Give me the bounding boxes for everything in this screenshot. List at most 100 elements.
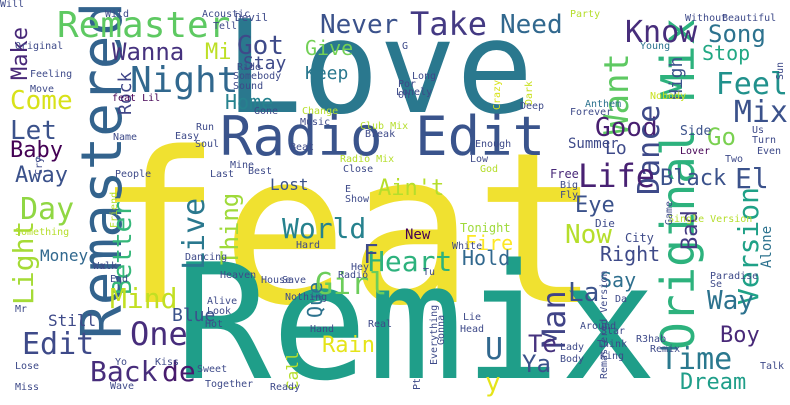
word: Night	[130, 60, 239, 101]
word: Original	[15, 41, 64, 52]
word: Lost	[270, 175, 309, 194]
word: Acoustic	[202, 9, 251, 20]
word: Turn	[752, 135, 777, 146]
word: Low	[470, 154, 489, 165]
word: Radio Mix	[340, 154, 395, 165]
word: Even	[757, 146, 782, 157]
word: King	[600, 351, 625, 362]
word: Game	[664, 200, 675, 225]
word: Tu	[423, 267, 436, 278]
word: Real	[368, 319, 393, 330]
word: Nothing	[285, 292, 328, 303]
word: Hard	[296, 240, 321, 251]
word: Us	[752, 125, 765, 136]
word: Somebody	[233, 71, 282, 82]
word: Sweet	[197, 364, 228, 375]
word: Friend	[109, 191, 120, 228]
word: Keep	[305, 63, 349, 84]
word: Body	[560, 354, 585, 365]
word: Anthem	[585, 99, 622, 110]
word: Never	[320, 10, 399, 40]
word: Forever	[570, 107, 613, 118]
word: Young	[640, 41, 671, 52]
word: Close	[343, 164, 374, 175]
word: Ride	[237, 62, 262, 73]
word: Blue	[172, 305, 216, 326]
word: Now	[565, 220, 612, 250]
word: World	[282, 212, 367, 245]
word: Por	[398, 79, 417, 90]
word: Together	[205, 379, 254, 390]
word: Music	[300, 117, 331, 128]
word: Think	[597, 339, 628, 350]
word: Heart	[368, 245, 453, 278]
word: Party	[570, 9, 601, 20]
word: Long	[412, 71, 437, 82]
word: Fly	[560, 190, 579, 201]
word: Make	[8, 27, 33, 80]
word: Stop	[702, 41, 751, 65]
word: Ready	[270, 382, 301, 393]
word: Save	[282, 275, 307, 286]
word: Last	[210, 169, 235, 180]
word: Come	[10, 86, 73, 116]
word: Remastered Version	[599, 270, 610, 379]
word: F	[363, 240, 379, 270]
word: Miss	[15, 382, 40, 393]
word: End	[110, 274, 129, 285]
word: Two	[725, 154, 744, 165]
word: El	[735, 162, 769, 195]
word: Lover	[680, 146, 711, 157]
word: Big	[560, 180, 579, 191]
word: Remix	[175, 229, 657, 405]
word: feat Lil	[112, 93, 161, 104]
word: Money	[40, 246, 89, 265]
word: Lonely	[396, 87, 433, 98]
word: Edit	[22, 327, 95, 362]
word: White	[452, 241, 483, 252]
word: Song	[708, 20, 766, 48]
word: R3hab	[636, 334, 667, 345]
word: Dancing	[185, 252, 228, 263]
word: Da	[615, 294, 628, 305]
word: U	[485, 332, 504, 367]
word: Without	[685, 13, 728, 24]
word: Easy	[175, 131, 200, 142]
word: Ya	[522, 350, 551, 378]
word: Day	[20, 192, 75, 227]
word: Change	[302, 106, 339, 117]
word: Alone	[759, 225, 775, 268]
word: Home	[225, 90, 274, 114]
word: Name	[113, 132, 138, 143]
word: Life	[578, 157, 656, 195]
word: x	[100, 261, 107, 272]
word: Te	[528, 330, 557, 358]
word: Gone	[254, 106, 279, 117]
word: Give	[305, 36, 354, 60]
word: Say	[600, 268, 637, 292]
word: Oh	[398, 90, 411, 101]
word: Mr	[15, 304, 28, 315]
word: La	[568, 278, 600, 308]
word: Away	[15, 163, 68, 188]
word: Go	[707, 123, 736, 151]
word: Se	[710, 279, 723, 290]
word: Free	[550, 167, 579, 181]
word: Back	[90, 355, 158, 388]
word: E	[345, 184, 352, 195]
word: Got	[237, 31, 284, 61]
word: City	[625, 231, 654, 245]
word: Look	[207, 306, 232, 317]
word: Alive	[207, 296, 238, 307]
word: Black	[660, 166, 727, 191]
word: Run	[196, 122, 215, 133]
word: Show	[345, 194, 370, 205]
word: Ain't	[378, 176, 445, 201]
word: Paradise	[710, 271, 759, 282]
word: Need	[500, 10, 563, 40]
word: Mind	[110, 282, 178, 315]
word: Talk	[760, 361, 785, 372]
word: Sun	[775, 61, 786, 80]
word: Feeling	[30, 69, 73, 80]
